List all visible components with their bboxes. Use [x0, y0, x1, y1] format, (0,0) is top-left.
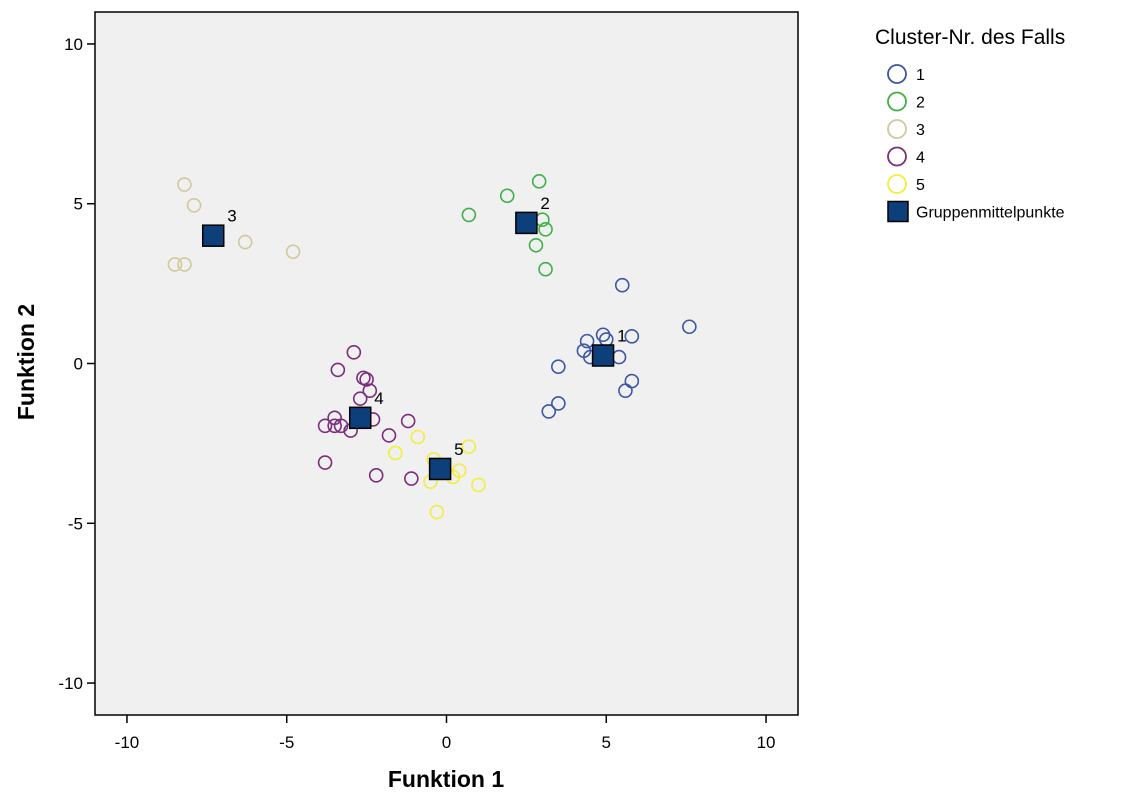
- cluster-3-point: [237, 234, 253, 250]
- cluster-2-point: [461, 207, 477, 223]
- cluster-1-point: [624, 329, 640, 344]
- cluster-4-point: [352, 391, 368, 406]
- y-tick-label: -5: [68, 514, 83, 533]
- cluster-5-point: [429, 504, 445, 520]
- centroid-4-label: 4: [374, 389, 383, 408]
- centroid-5-label: 5: [454, 440, 463, 459]
- y-tick-label: 5: [74, 195, 83, 214]
- legend-swatch-centroid: [887, 200, 909, 223]
- cluster-1-point: [614, 277, 630, 293]
- cluster-1-point: [551, 396, 566, 411]
- centroid-5-marker: [428, 457, 452, 481]
- legend-label-5: 5: [916, 177, 925, 194]
- axes: -10 -5 0 5 10 -10 -5 0 5 10: [58, 35, 775, 752]
- y-tick-label: -10: [58, 674, 83, 693]
- legend-swatch-4: [887, 146, 907, 167]
- cluster-2-point: [528, 237, 544, 253]
- plot-area: [94, 11, 799, 716]
- centroids: 1 2 3 4 5: [201, 194, 627, 481]
- cluster-5-point: [410, 429, 426, 445]
- centroid-1-label: 1: [617, 327, 626, 346]
- cluster-2-point: [499, 188, 515, 204]
- legend-swatch-3: [887, 119, 907, 139]
- cluster-1-point: [579, 333, 595, 349]
- cluster-1-point: [682, 319, 697, 335]
- legend-label-4: 4: [916, 150, 925, 167]
- cluster-4-point: [359, 372, 374, 387]
- cluster-4-point: [362, 383, 378, 398]
- cluster-1-point: [551, 359, 566, 374]
- cluster-4-point: [317, 418, 333, 434]
- cluster-4-point: [330, 362, 346, 378]
- cluster-4-point: [346, 345, 362, 360]
- centroid-2-marker: [515, 211, 538, 235]
- cluster-1-point: [618, 383, 633, 398]
- legend: Cluster-Nr. des Falls 1 2 3 4 5 Gruppenmittel…: [875, 26, 1065, 223]
- cluster-5-point: [471, 477, 486, 493]
- cluster-3-point: [285, 244, 301, 259]
- cluster-3-point: [167, 257, 183, 272]
- x-tick-label: 5: [602, 733, 611, 752]
- y-axis-title: Funktion 2: [13, 304, 39, 420]
- legend-title: Cluster-Nr. des Falls: [875, 26, 1065, 49]
- cluster-5-point: [461, 439, 477, 454]
- centroid-2-label: 2: [540, 194, 549, 213]
- centroid-3-marker: [201, 224, 225, 247]
- cluster-1-point: [541, 404, 557, 419]
- cluster-2-point: [538, 261, 553, 277]
- legend-label-1: 1: [916, 67, 925, 84]
- legend-swatch-5: [887, 174, 907, 194]
- legend-label-3: 3: [916, 122, 925, 139]
- centroid-4-marker: [348, 406, 372, 430]
- centroid-3-label: 3: [227, 207, 236, 226]
- cluster-4-point: [368, 468, 384, 483]
- legend-swatch-1: [887, 64, 907, 84]
- legend-label-2: 2: [916, 95, 925, 112]
- cluster-3-point: [177, 177, 192, 192]
- cluster-3-point: [186, 198, 202, 213]
- cluster-4-point: [381, 428, 397, 443]
- legend-swatch-2: [887, 91, 907, 112]
- cluster-4-point: [317, 455, 333, 470]
- legend-label-centroid: Gruppenmittelpunkte: [916, 205, 1065, 222]
- cluster-4-point: [400, 413, 416, 429]
- x-tick-label: -10: [115, 733, 140, 752]
- x-tick-label: -5: [279, 733, 294, 752]
- cluster-4-point: [327, 418, 342, 434]
- x-tick-label: 0: [442, 733, 451, 752]
- x-tick-label: 10: [757, 733, 776, 752]
- cluster-2-point: [538, 221, 553, 237]
- data-points: [167, 174, 697, 520]
- centroid-1-marker: [591, 344, 615, 367]
- cluster-4-point: [333, 418, 349, 434]
- y-tick-label: 10: [64, 35, 83, 54]
- cluster-3-point: [177, 257, 192, 272]
- x-axis-title: Funktion 1: [388, 766, 504, 792]
- cluster-5-point: [388, 445, 403, 461]
- y-tick-label: 0: [74, 355, 83, 374]
- cluster-2-point: [531, 174, 547, 189]
- cluster-4-point: [404, 471, 419, 486]
